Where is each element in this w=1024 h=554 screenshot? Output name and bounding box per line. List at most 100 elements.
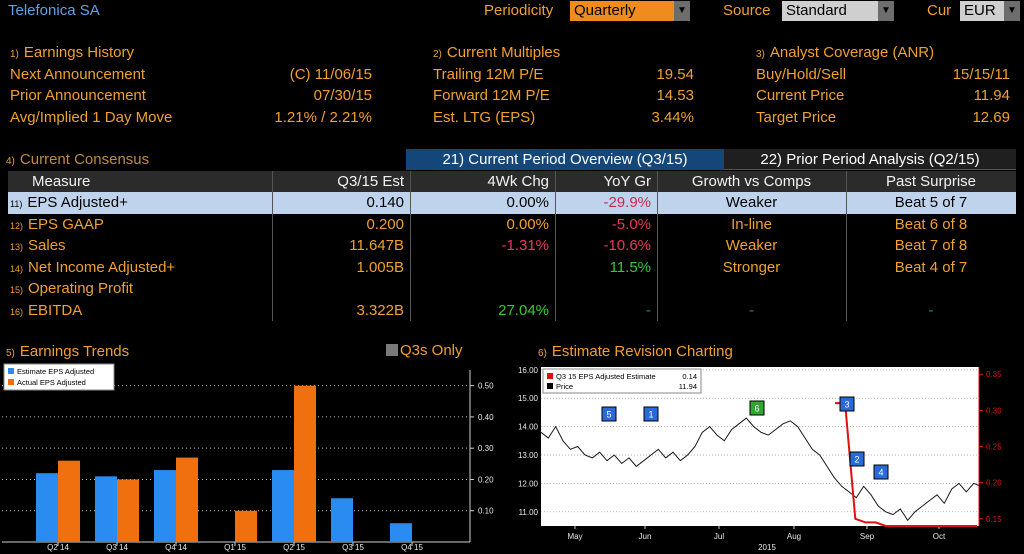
earnings-history-header[interactable]: 1) Earnings History — [10, 44, 134, 61]
col-header-4wk-chg[interactable]: 4Wk Chg — [487, 173, 549, 190]
cell-past-surprise: Beat 5 of 7 — [894, 194, 968, 211]
cell-est: 3.322B — [356, 301, 404, 319]
current-consensus-header[interactable]: 4) Current Consensus — [6, 151, 149, 168]
cell-measure[interactable]: 12) EPS GAAP — [8, 214, 272, 236]
cell-yoy-gr: 11.5% — [609, 258, 651, 276]
event-marker — [601, 406, 617, 422]
table-row[interactable]: 14) Net Income Adjusted+ 1.005B 11.5% Strong… — [8, 257, 1016, 279]
bar-actual — [58, 460, 80, 542]
table-row[interactable]: 15) Operating Profit — [8, 278, 1016, 300]
section-title: Estimate Revision Charting — [551, 343, 733, 360]
legend-swatch-price — [547, 383, 553, 389]
section-title: Earnings Trends — [19, 343, 130, 360]
q3s-only-label: Q3s Only — [400, 342, 463, 359]
price-line — [540, 417, 982, 522]
bar-estimate — [331, 498, 353, 542]
bar-estimate — [95, 476, 117, 542]
cell-growth-vs-comps: Weaker — [725, 194, 778, 211]
bar-estimate — [36, 473, 58, 542]
col-header-past-surprise[interactable]: Past Surprise — [885, 173, 977, 190]
buy-hold-sell-value: 15/15/11 — [952, 66, 1010, 83]
y-right-tick-label: 0.25 — [986, 443, 1002, 452]
current-price-value: 11.94 — [973, 87, 1010, 104]
col-header-est[interactable]: Q3/15 Est — [337, 173, 404, 190]
section-number: 1) — [10, 49, 19, 60]
target-price-label: Target Price — [756, 109, 837, 126]
table-row[interactable]: 13) Sales 11.647B -1.31% -10.6% Weaker Beat 7 … — [8, 235, 1016, 257]
q3s-only-checkbox[interactable] — [386, 344, 398, 356]
periodicity-chevron-down-icon[interactable]: ▼ — [674, 1, 690, 21]
legend-box — [3, 363, 115, 391]
event-marker-label: 1 — [648, 410, 653, 420]
event-marker-label: 3 — [844, 400, 849, 410]
bar-actual — [235, 510, 257, 542]
cell-yoy-gr: - — [646, 301, 651, 319]
currency-chevron-down-icon[interactable]: ▼ — [1004, 1, 1020, 21]
y-tick-label: 0.40 — [478, 413, 494, 422]
event-marker-label: 6 — [754, 404, 759, 414]
x-tick-label: Q3 14 — [106, 543, 128, 552]
consensus-table: Measure Q3/15 Est 4Wk Chg YoY Gr Growth … — [8, 171, 1016, 321]
tab-current-period-overview[interactable]: 21) Current Period Overview (Q3/15) — [406, 149, 724, 170]
section-title: Analyst Coverage (ANR) — [769, 44, 935, 61]
row-number: 12) — [10, 220, 24, 231]
next-announcement-label: Next Announcement — [10, 66, 146, 83]
table-row[interactable]: 16) EBITDA 3.322B 27.04% - - - — [8, 300, 1016, 322]
y-left-tick-label: 14.00 — [518, 423, 539, 432]
section-number: 4) — [6, 156, 15, 167]
cell-measure[interactable]: 16) EBITDA — [8, 300, 272, 322]
estimate-revision-header[interactable]: 6) Estimate Revision Charting — [538, 343, 733, 360]
next-announcement-value: (C) 11/06/15 — [289, 66, 372, 83]
col-header-measure[interactable]: Measure — [32, 173, 91, 190]
row-number: 13) — [10, 242, 24, 252]
cell-growth-vs-comps: In-line — [731, 215, 772, 233]
periodicity-dropdown[interactable]: Quarterly — [570, 1, 674, 21]
source-dropdown[interactable]: Standard — [782, 1, 878, 21]
currency-dropdown[interactable]: EUR — [960, 1, 1004, 21]
row-number: 11) — [10, 199, 23, 209]
section-number: 5) — [6, 348, 15, 359]
y-left-tick-label: 12.00 — [518, 479, 539, 488]
cell-past-surprise: Beat 6 of 8 — [894, 215, 968, 233]
col-header-yoy-gr[interactable]: YoY Gr — [603, 173, 651, 190]
cell-measure[interactable]: 15) Operating Profit — [8, 278, 272, 300]
source-chevron-down-icon[interactable]: ▼ — [878, 1, 894, 21]
forward-pe-label: Forward 12M P/E — [433, 87, 550, 104]
bar-actual — [117, 479, 139, 542]
measure-label: EBITDA — [28, 301, 83, 319]
current-multiples-header[interactable]: 2) Current Multiples — [433, 44, 560, 61]
buy-hold-sell-label: Buy/Hold/Sell — [756, 66, 847, 83]
cell-4wk-chg — [410, 278, 555, 300]
section-title: Earnings History — [23, 44, 134, 61]
cell-growth-vs-comps: - — [749, 301, 754, 319]
y-right-tick-label: 0.20 — [986, 479, 1002, 488]
x-tick-label: Jul — [714, 532, 724, 541]
cell-measure[interactable]: 13) Sales — [8, 235, 272, 257]
table-row[interactable]: 11) EPS Adjusted+ 0.140 0.00% -29.9% Weaker Be… — [8, 192, 1016, 214]
y-tick-label: 0.30 — [478, 444, 494, 453]
analyst-coverage-header[interactable]: 3) Analyst Coverage (ANR) — [756, 44, 934, 61]
tab-prior-period-analysis[interactable]: 22) Prior Period Analysis (Q2/15) — [724, 149, 1016, 170]
prior-announcement-label: Prior Announcement — [10, 87, 146, 104]
event-marker — [839, 396, 855, 412]
x-tick-label: Oct — [933, 532, 946, 541]
cell-growth-vs-comps: Stronger — [722, 258, 781, 276]
legend-label-estimate: Q3 15 EPS Adjusted Estimate — [556, 372, 656, 381]
x-tick-label: Q3 15 — [342, 543, 364, 552]
cell-measure[interactable]: 14) Net Income Adjusted+ — [8, 257, 272, 279]
row-number: 14) — [10, 263, 24, 274]
measure-label: EPS Adjusted+ — [27, 194, 128, 211]
table-row[interactable]: 12) EPS GAAP 0.200 0.00% -5.0% In-line Beat 6 … — [8, 214, 1016, 236]
cell-growth-vs-comps — [657, 278, 846, 300]
y-left-tick-label: 11.00 — [519, 508, 539, 517]
cell-4wk-chg: 0.00% — [506, 215, 549, 233]
event-marker-label: 5 — [606, 410, 611, 420]
earnings-trends-header[interactable]: 5) Earnings Trends — [6, 343, 129, 360]
x-tick-label: May — [567, 532, 582, 541]
cell-measure[interactable]: 11) EPS Adjusted+ — [8, 192, 272, 214]
event-marker-label: 2 — [854, 455, 859, 465]
column-divider — [410, 171, 411, 321]
col-header-growth-vs-comps[interactable]: Growth vs Comps — [691, 173, 812, 190]
table-body: 11) EPS Adjusted+ 0.140 0.00% -29.9% Weaker Be… — [8, 171, 1016, 322]
x-tick-label: Q1 15 — [224, 543, 246, 552]
